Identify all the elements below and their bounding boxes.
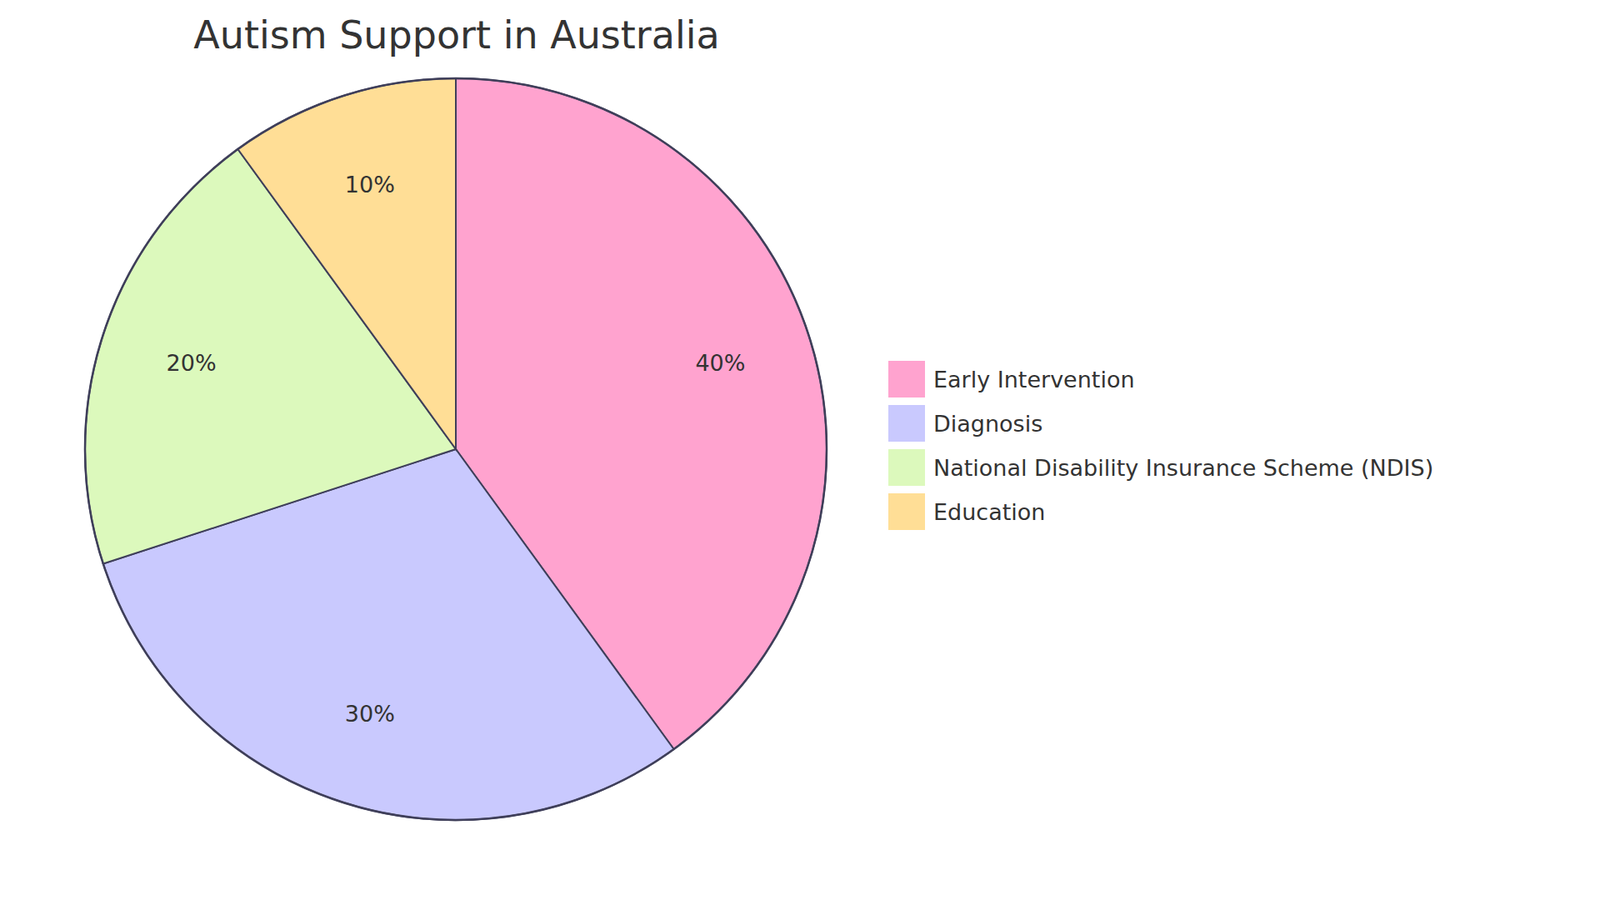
data-label: 20% — [166, 350, 217, 376]
legend-swatch — [888, 449, 925, 486]
pie-outline — [85, 78, 827, 820]
legend-label: Early Intervention — [933, 366, 1135, 393]
data-label: 10% — [345, 171, 395, 198]
legend-label: Diagnosis — [933, 410, 1043, 437]
legend: Early Intervention Diagnosis National Disa… — [888, 360, 1434, 530]
legend-label: Education — [933, 499, 1045, 525]
data-label: 40% — [695, 350, 745, 376]
slices — [85, 78, 827, 820]
chart: Autism Support in Australia 40% 30% 20% 10% E… — [0, 0, 1600, 900]
legend-swatch — [888, 360, 925, 398]
title: Autism Support in Australia — [193, 12, 720, 58]
slice — [237, 78, 456, 450]
legend-swatch — [888, 493, 925, 530]
legend-swatch — [888, 405, 925, 442]
data-label: 30% — [345, 700, 395, 727]
legend-label: National Disability Insurance Scheme (ND… — [933, 455, 1434, 481]
